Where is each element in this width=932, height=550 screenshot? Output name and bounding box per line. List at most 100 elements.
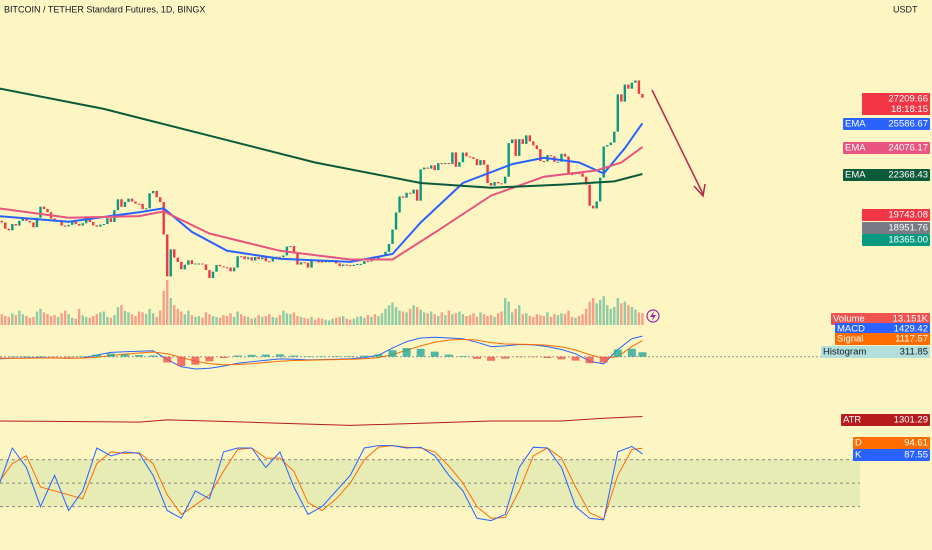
histogram-bar bbox=[543, 356, 552, 359]
volume-bar bbox=[356, 316, 359, 325]
volume-bar bbox=[454, 313, 458, 325]
candle bbox=[116, 199, 120, 211]
candle bbox=[599, 177, 602, 202]
volume-bar bbox=[306, 318, 310, 325]
candle bbox=[7, 228, 11, 231]
volume-bar bbox=[18, 310, 21, 325]
candle bbox=[42, 206, 46, 210]
volume-bar bbox=[148, 308, 151, 325]
candle bbox=[634, 80, 637, 83]
volume-bar bbox=[415, 307, 419, 325]
volume-bar bbox=[503, 298, 507, 325]
candle bbox=[567, 156, 570, 175]
badge-key bbox=[835, 333, 866, 345]
volume-bar bbox=[123, 310, 127, 325]
volume-bar bbox=[320, 318, 324, 325]
candle bbox=[88, 218, 91, 222]
candle bbox=[588, 184, 591, 206]
volume-bar bbox=[194, 316, 197, 325]
volume-bar bbox=[218, 317, 222, 325]
volume-bar bbox=[158, 310, 162, 325]
volume-bar bbox=[106, 316, 109, 325]
candle bbox=[454, 152, 458, 167]
histogram-bar bbox=[275, 354, 284, 357]
candle bbox=[387, 243, 391, 252]
candle bbox=[123, 201, 127, 207]
histogram-bar bbox=[233, 355, 242, 357]
chart-title: BITCOIN / TETHER Standard Futures, 1D, B… bbox=[4, 4, 205, 14]
badge bbox=[862, 209, 930, 221]
candle bbox=[18, 220, 21, 226]
volume-bar bbox=[539, 315, 542, 325]
badge bbox=[865, 142, 930, 154]
badge bbox=[865, 437, 930, 449]
candle bbox=[458, 162, 461, 167]
candle bbox=[102, 224, 106, 226]
histogram-bar bbox=[64, 356, 73, 358]
volume-bar bbox=[236, 311, 239, 325]
volume-bar bbox=[641, 313, 644, 325]
volume-bar bbox=[78, 308, 81, 325]
badge-countdown: 18:18:15 bbox=[891, 104, 928, 115]
volume-bar bbox=[261, 316, 264, 325]
candle bbox=[493, 182, 496, 186]
candle bbox=[468, 156, 472, 158]
histogram-bar bbox=[444, 354, 453, 357]
volume-bar bbox=[278, 315, 282, 325]
volume-bar bbox=[352, 318, 355, 325]
candle bbox=[563, 153, 567, 157]
candle bbox=[190, 260, 194, 265]
ema-line bbox=[0, 87, 643, 189]
candle bbox=[620, 94, 623, 102]
volume-bar bbox=[334, 317, 338, 325]
candle bbox=[201, 263, 204, 265]
candle bbox=[363, 261, 366, 264]
volume-bar bbox=[92, 316, 95, 325]
badge-key bbox=[853, 449, 866, 461]
volume-bar bbox=[412, 305, 415, 325]
volume-bar bbox=[229, 313, 232, 325]
candle bbox=[14, 224, 18, 226]
badge bbox=[865, 313, 930, 325]
candle bbox=[250, 257, 253, 261]
volume-bar bbox=[391, 302, 394, 325]
candle bbox=[25, 218, 28, 221]
badge bbox=[865, 346, 930, 358]
badge-key-label: Histogram bbox=[823, 347, 866, 358]
candle bbox=[356, 263, 359, 265]
volume-bar bbox=[405, 312, 408, 325]
candle bbox=[264, 257, 267, 262]
volume-bar bbox=[366, 315, 370, 325]
volume-bar bbox=[581, 314, 584, 325]
candle bbox=[21, 218, 25, 221]
histogram-bar bbox=[289, 355, 298, 357]
histogram-bar bbox=[529, 356, 538, 358]
volume-bar bbox=[141, 312, 144, 325]
candle bbox=[338, 263, 341, 266]
candle bbox=[39, 206, 42, 218]
candle bbox=[70, 220, 74, 225]
candle bbox=[215, 265, 218, 272]
candle bbox=[310, 260, 313, 268]
volume-bar bbox=[215, 316, 218, 325]
candle bbox=[278, 256, 282, 258]
candle bbox=[28, 220, 32, 223]
candle bbox=[422, 167, 426, 170]
badge-key-label: EMA bbox=[845, 170, 866, 181]
volume-bar bbox=[317, 317, 320, 325]
volume-bar bbox=[113, 315, 116, 325]
volume-bar bbox=[81, 315, 84, 325]
volume-bar bbox=[542, 316, 546, 325]
badge-value: 27209.66 bbox=[888, 94, 928, 105]
volume-bar bbox=[461, 314, 465, 325]
histogram-bar bbox=[638, 352, 647, 357]
volume-bar bbox=[380, 313, 384, 325]
histogram-bar bbox=[0, 356, 3, 358]
volume-bar bbox=[268, 314, 271, 325]
candle bbox=[63, 225, 67, 227]
volume-bar bbox=[49, 316, 53, 325]
volume-bar bbox=[296, 316, 299, 325]
histogram-bar bbox=[78, 356, 87, 358]
candle bbox=[518, 139, 521, 156]
candle bbox=[127, 198, 130, 202]
